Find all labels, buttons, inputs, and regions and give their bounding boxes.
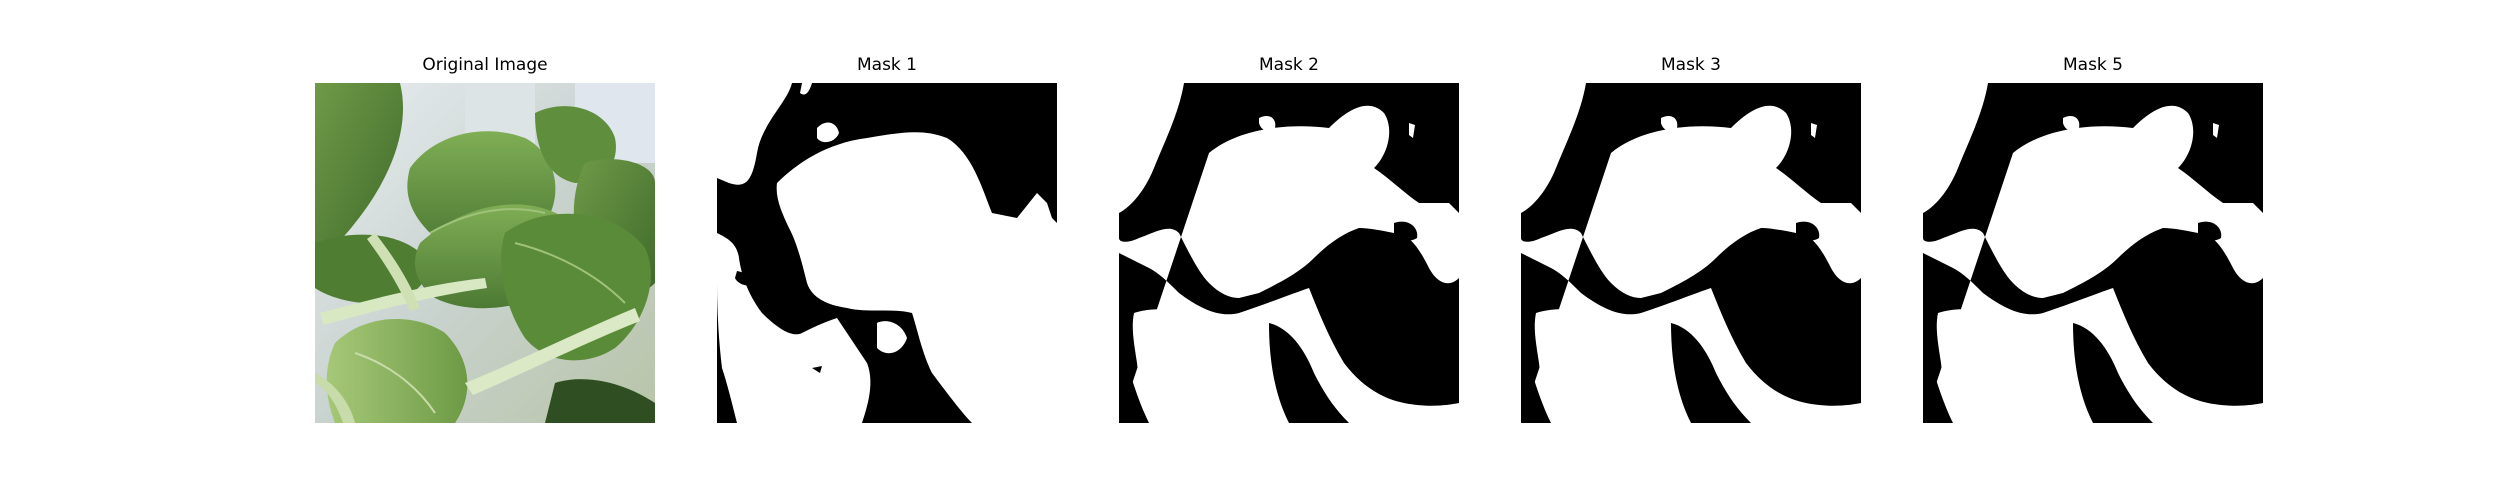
mask-5-image	[1923, 83, 2263, 423]
panel-title: Original Image	[422, 55, 548, 75]
panel-title: Mask 1	[856, 55, 917, 75]
mask-2-image	[1119, 83, 1459, 423]
panel-title: Mask 5	[2062, 55, 2123, 75]
original-image	[315, 83, 655, 423]
mask-3-image	[1521, 83, 1861, 423]
panel-mask-5: Mask 5	[1923, 55, 2263, 425]
panel-title: Mask 3	[1660, 55, 1721, 75]
panel-mask-1: Mask 1	[717, 55, 1057, 425]
panel-mask-3: Mask 3	[1521, 55, 1861, 425]
mask-1-image	[717, 83, 1057, 423]
panel-title: Mask 2	[1258, 55, 1319, 75]
panel-mask-2: Mask 2	[1119, 55, 1459, 425]
panel-original-image: Original Image	[315, 55, 655, 425]
